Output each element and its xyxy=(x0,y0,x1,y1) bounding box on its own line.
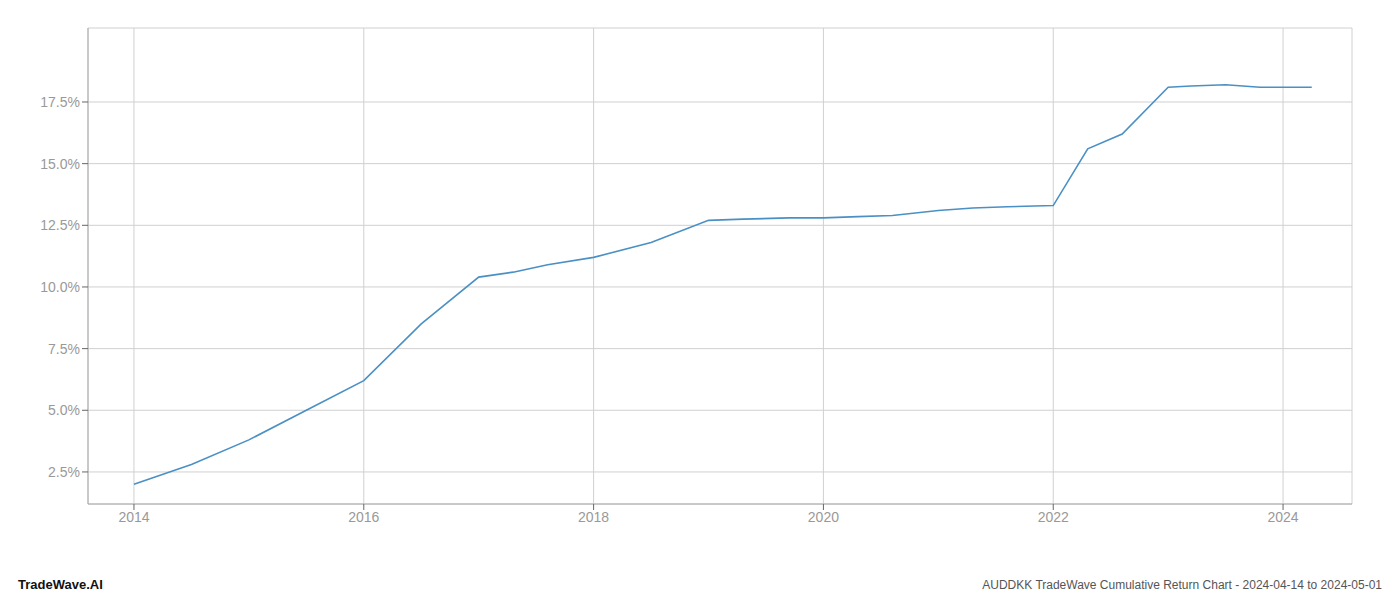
svg-text:2018: 2018 xyxy=(578,509,609,525)
svg-text:2020: 2020 xyxy=(808,509,839,525)
svg-text:7.5%: 7.5% xyxy=(48,341,80,357)
svg-text:10.0%: 10.0% xyxy=(40,279,80,295)
svg-text:5.0%: 5.0% xyxy=(48,402,80,418)
svg-text:17.5%: 17.5% xyxy=(40,94,80,110)
svg-text:15.0%: 15.0% xyxy=(40,156,80,172)
svg-text:2016: 2016 xyxy=(348,509,379,525)
svg-text:12.5%: 12.5% xyxy=(40,217,80,233)
html-text:AUDDKK TradeWave Cumulative Re: AUDDKK TradeWave Cumulative Return Chart… xyxy=(982,578,1382,592)
svg-text:2022: 2022 xyxy=(1038,509,1069,525)
svg-text:2024: 2024 xyxy=(1267,509,1298,525)
svg-text:2014: 2014 xyxy=(118,509,149,525)
svg-text:2.5%: 2.5% xyxy=(48,464,80,480)
html-text:TradeWave.AI: TradeWave.AI xyxy=(18,577,103,592)
